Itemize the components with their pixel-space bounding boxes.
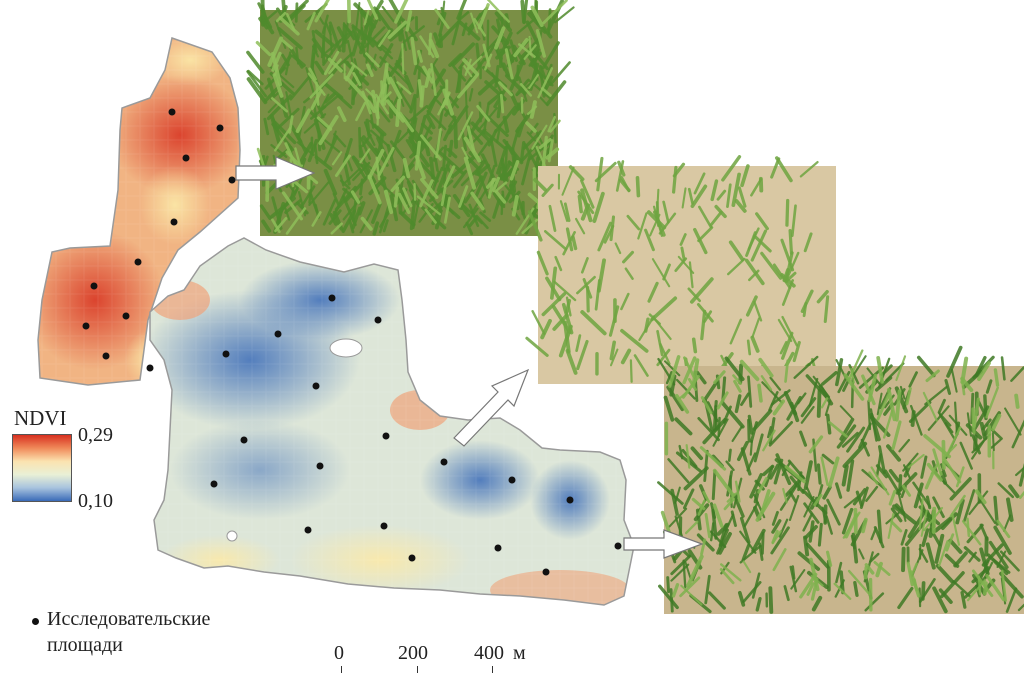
photo-medium-wheat — [657, 345, 1024, 614]
photo-dense-wheat — [246, 0, 575, 236]
sample-point — [382, 432, 390, 440]
sample-point — [316, 462, 324, 470]
sample-point — [408, 554, 416, 562]
sample-point — [494, 544, 502, 552]
scale-label-0: 0 — [334, 642, 344, 664]
ndvi-color-ramp — [12, 434, 72, 502]
sample-point — [440, 458, 448, 466]
sample-point — [222, 350, 230, 358]
sample-point — [240, 436, 248, 444]
sample-point — [170, 218, 178, 226]
ndvi-max-label: 0,29 — [78, 424, 113, 446]
sample-point-legend-marker — [32, 618, 39, 625]
sample-point — [210, 480, 218, 488]
sample-point — [90, 282, 98, 290]
sample-point — [542, 568, 550, 576]
scale-tick — [417, 666, 418, 673]
scale-tick — [341, 666, 342, 673]
sample-point — [134, 258, 142, 266]
sample-point-legend-label-2: площади — [47, 634, 123, 656]
scale-unit: м — [513, 642, 526, 664]
sample-point — [122, 312, 130, 320]
field-hole — [226, 530, 238, 542]
sample-point — [566, 496, 574, 504]
sample-point-legend-label: Исследовательские — [47, 608, 211, 630]
scale-label-200: 200 — [398, 642, 428, 664]
sample-point — [374, 316, 382, 324]
sample-point — [312, 382, 320, 390]
sample-point — [216, 124, 224, 132]
field-hole — [329, 338, 363, 358]
ndvi-legend-title: NDVI — [14, 406, 67, 430]
scale-label-400: 400 — [474, 642, 504, 664]
sample-point — [228, 176, 236, 184]
sample-point — [82, 322, 90, 330]
scale-tick — [492, 666, 493, 673]
sample-points — [82, 108, 622, 576]
ndvi-min-label: 0,10 — [78, 490, 113, 512]
sample-point — [508, 476, 516, 484]
sample-point — [614, 542, 622, 550]
sample-point — [380, 522, 388, 530]
photo-sparse-seedlings — [525, 155, 836, 384]
sample-point — [182, 154, 190, 162]
sample-point — [102, 352, 110, 360]
arrow-to-dense-photo — [235, 156, 316, 190]
sample-point — [274, 330, 282, 338]
arrow-to-sparse-photo — [453, 368, 530, 447]
sample-point — [328, 294, 336, 302]
arrow-to-medium-photo — [623, 529, 704, 559]
sample-point — [146, 364, 154, 372]
sample-point — [304, 526, 312, 534]
sample-point — [168, 108, 176, 116]
